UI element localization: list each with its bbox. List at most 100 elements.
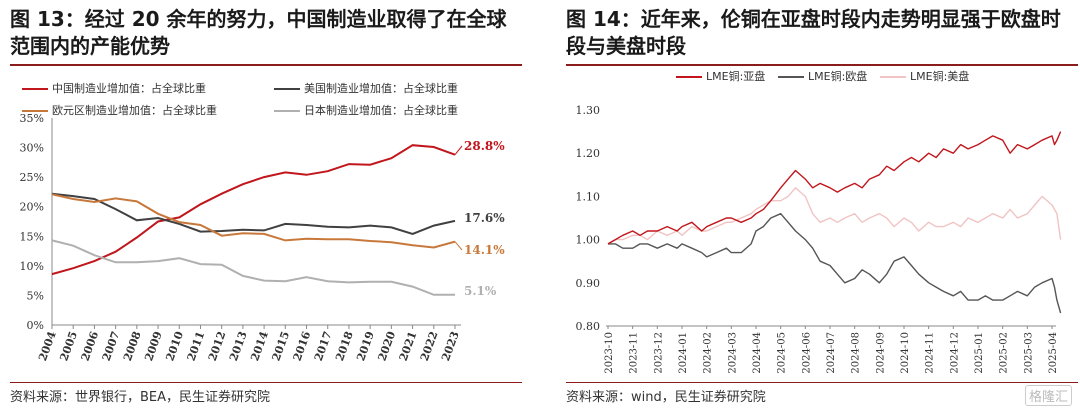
x-tick-label: 2024-11 xyxy=(925,332,936,374)
legend-item-china: 中国制造业增加值：占全球比重 xyxy=(22,80,206,96)
x-tick-label: 2022 xyxy=(418,330,441,363)
end-value-leader-2 xyxy=(454,241,463,251)
x-tick-label: 2025-03 xyxy=(1023,332,1034,374)
x-tick-label: 2024-03 xyxy=(727,332,738,374)
x-tick-label: 2020 xyxy=(375,329,398,363)
x-tick-label: 2024-09 xyxy=(875,332,886,374)
x-tick-label: 2024-08 xyxy=(851,332,862,374)
x-tick-label: 2024-10 xyxy=(900,332,911,374)
end-value-label-0: 28.8% xyxy=(464,139,505,153)
figure-14-title-rule xyxy=(566,64,1078,66)
x-tick-label: 2017 xyxy=(312,330,335,363)
panel-figure-14: 图 14：近年来，伦铜在亚盘时段内走势明显强于欧盘时 段与美盘时段 LME铜:亚… xyxy=(556,0,1080,408)
legend-item-us-session: LME铜:美盘 xyxy=(880,68,969,84)
y-tick-label: 1.20 xyxy=(576,147,601,160)
figure-13-source: 资料来源：世界银行，BEA，民生证券研究院 xyxy=(10,390,271,405)
y-tick-label: 0% xyxy=(27,319,44,332)
figure-13-title: 图 13：经过 20 余年的努力，中国制造业取得了在全球 范围内的产能优势 xyxy=(10,6,520,60)
legend-item-asia-session: LME铜:亚盘 xyxy=(676,68,765,84)
figure-13-source-rule xyxy=(10,382,522,383)
figure-14-chart: 0.80 0.90 1.00 1.10 1.20 1.30 2023-10 2023-11 20… xyxy=(576,104,1062,374)
legend-swatch-asia xyxy=(676,76,702,78)
y-tick-label: 1.30 xyxy=(576,104,601,117)
x-tick-label: 2011 xyxy=(185,330,208,363)
series-line-3 xyxy=(51,239,455,296)
legend-swatch-us-session xyxy=(880,76,906,78)
x-tick-label: 2005 xyxy=(57,330,80,363)
legend-item-eurozone: 欧元区制造业增加值：占全球比重 xyxy=(22,102,217,118)
legend-swatch-china xyxy=(22,88,48,90)
x-tick-label: 2024-07 xyxy=(826,332,837,374)
figure-13-chart: 0%5%10%15%20%25%30%35%200420052006200720… xyxy=(20,112,506,363)
x-tick-label: 2012 xyxy=(206,330,229,363)
legend-swatch-eurozone xyxy=(22,110,48,112)
x-tick-label: 2008 xyxy=(121,329,144,363)
x-tick-label: 2016 xyxy=(291,329,314,363)
legend-item-us: 美国制造业增加值：占全球比重 xyxy=(274,80,458,96)
figure-14-title: 图 14：近年来，伦铜在亚盘时段内走势明显强于欧盘时 段与美盘时段 xyxy=(566,6,1076,60)
x-tick-label: 2025-04 xyxy=(1048,332,1059,374)
figure-14-source: 资料来源：wind，民生证券研究院 xyxy=(566,390,766,405)
x-tick-label: 2014 xyxy=(248,329,271,363)
legend-label-europe: LME铜:欧盘 xyxy=(808,70,868,83)
legend-label-us: 美国制造业增加值：占全球比重 xyxy=(304,82,458,95)
legend-swatch-us xyxy=(274,88,300,90)
legend-label-china: 中国制造业增加值：占全球比重 xyxy=(52,82,206,95)
series-line-0 xyxy=(607,131,1062,245)
legend-label-asia: LME铜:亚盘 xyxy=(706,70,766,83)
x-tick-label: 2025-02 xyxy=(999,332,1010,374)
figure-13-title-line1: 图 13：经过 20 余年的努力，中国制造业取得了在全球 xyxy=(10,7,507,31)
legend-swatch-europe xyxy=(778,76,804,78)
legend-swatch-japan xyxy=(274,110,300,112)
legend-label-us-session: LME铜:美盘 xyxy=(910,70,970,83)
x-tick-label: 2018 xyxy=(333,329,356,363)
series-line-1 xyxy=(51,192,456,235)
series-line-0 xyxy=(51,144,456,276)
x-tick-label: 2023 xyxy=(439,330,462,363)
x-tick-label: 2024-06 xyxy=(801,332,812,374)
figure-14-source-rule xyxy=(566,382,1078,383)
y-tick-label: 20% xyxy=(20,201,44,214)
legend-item-europe-session: LME铜:欧盘 xyxy=(778,68,867,84)
x-tick-label: 2019 xyxy=(354,330,377,363)
x-tick-label: 2023-11 xyxy=(629,332,640,374)
y-tick-label: 1.10 xyxy=(576,190,601,203)
panel-figure-13: 图 13：经过 20 余年的努力，中国制造业取得了在全球 范围内的产能优势 中国… xyxy=(0,0,524,408)
x-tick-label: 2013 xyxy=(227,330,250,363)
x-tick-label: 2024-05 xyxy=(777,332,788,374)
legend-item-japan: 日本制造业增加值：占全球比重 xyxy=(274,102,458,118)
x-tick-label: 2023-12 xyxy=(653,332,664,374)
y-tick-label: 30% xyxy=(20,142,44,155)
y-tick-label: 35% xyxy=(20,112,44,125)
legend-label-japan: 日本制造业增加值：占全球比重 xyxy=(304,104,458,117)
y-tick-label: 0.90 xyxy=(576,277,601,290)
figure-13-title-line2: 范围内的产能优势 xyxy=(10,34,170,58)
x-tick-label: 2007 xyxy=(100,330,123,363)
end-value-label-2: 14.1% xyxy=(464,243,505,257)
watermark-logo: 格隆汇 xyxy=(1024,385,1072,406)
y-tick-label: 1.00 xyxy=(576,234,601,247)
end-value-label-3: 5.1% xyxy=(464,284,497,298)
x-tick-label: 2015 xyxy=(269,330,292,363)
y-tick-label: 15% xyxy=(20,230,44,243)
x-tick-label: 2009 xyxy=(142,330,165,363)
x-tick-label: 2024-02 xyxy=(703,332,714,374)
y-tick-label: 5% xyxy=(27,289,44,302)
series-line-2 xyxy=(51,193,456,249)
x-tick-label: 2004 xyxy=(36,329,59,363)
x-tick-label: 2010 xyxy=(163,329,186,363)
figure-14-title-line1: 图 14：近年来，伦铜在亚盘时段内走势明显强于欧盘时 xyxy=(566,7,1061,31)
x-tick-label: 2006 xyxy=(79,329,102,363)
figure-13-title-rule xyxy=(10,64,522,66)
y-tick-label: 0.80 xyxy=(576,320,601,333)
x-tick-label: 2023-10 xyxy=(604,332,615,374)
figure-14-title-line2: 段与美盘时段 xyxy=(566,34,686,58)
end-value-label-1: 17.6% xyxy=(464,211,505,225)
x-tick-label: 2024-12 xyxy=(949,332,960,374)
x-tick-label: 2024-04 xyxy=(752,332,763,374)
end-value-leader-0 xyxy=(454,145,463,155)
x-tick-label: 2024-01 xyxy=(678,332,689,374)
y-tick-label: 25% xyxy=(20,171,44,184)
series-line-2 xyxy=(607,187,1062,245)
x-tick-label: 2021 xyxy=(397,330,420,363)
